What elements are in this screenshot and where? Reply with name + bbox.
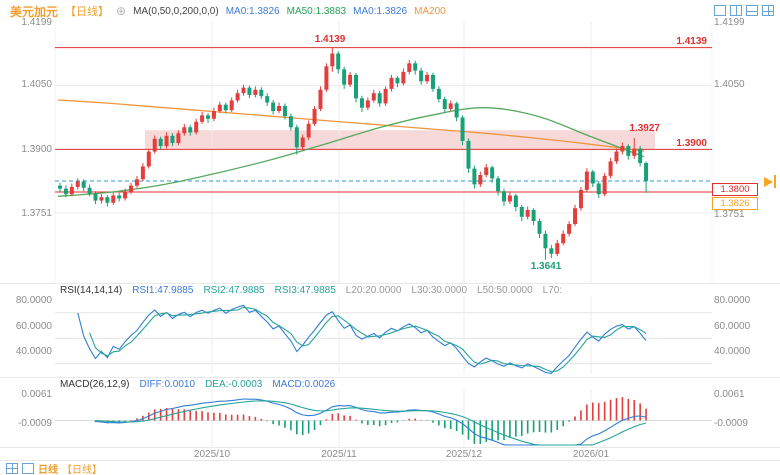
low-price-annotation: 1.3641 xyxy=(530,261,562,272)
panel-separator xyxy=(0,460,780,461)
macd-dea-value: DEA:-0.0003 xyxy=(205,379,263,390)
period-tab-label[interactable]: 日线 xyxy=(38,464,58,475)
layout-split-horizontal-icon[interactable] xyxy=(746,5,758,16)
rsi2-value: RSI2:47.9885 xyxy=(203,285,265,296)
layout-single-icon[interactable] xyxy=(714,5,726,16)
date-axis: 2025/10 2025/11 2025/12 2026/01 xyxy=(0,449,780,461)
bottom-tab-bar: 日线 【日线】 xyxy=(0,461,780,475)
peak-price-annotation: 1.4139 xyxy=(314,34,346,45)
add-indicator-icon[interactable]: ⊕ xyxy=(116,4,127,18)
macd-axis-label-right: 0.0061 xyxy=(714,389,745,400)
ma200-label: MA200 xyxy=(414,5,446,17)
rsi-axis-label-left: 40.0000 xyxy=(15,346,52,357)
layout-single-icon[interactable] xyxy=(22,462,34,474)
support-price-tag: 1.3800 xyxy=(712,183,758,196)
candlestick-chart[interactable] xyxy=(0,22,780,283)
macd-axis-label-left: -0.0009 xyxy=(18,418,52,429)
rsi-chart[interactable] xyxy=(0,296,780,374)
date-label: 2025/10 xyxy=(193,449,231,460)
macd-chart[interactable] xyxy=(0,390,780,447)
rsi-header: RSI(14,14,14) RSI1:47.9885 RSI2:47.9885 … xyxy=(60,285,562,296)
panel-separator xyxy=(0,283,780,284)
panel-separator xyxy=(0,377,780,378)
price-axis-label-right: 1.4199 xyxy=(714,17,745,28)
price-axis-label-right: 1.4050 xyxy=(714,79,745,90)
panel-separator xyxy=(0,447,780,448)
ma0-value-2: MA0:1.3826 xyxy=(353,5,408,17)
rsi-title[interactable]: RSI(14,14,14) xyxy=(60,285,123,296)
price-axis-label-right: 1.3751 xyxy=(714,209,745,220)
macd-title[interactable]: MACD(26,12,9) xyxy=(60,379,130,390)
date-label: 2026/01 xyxy=(572,449,610,460)
price-axis-label-left: 1.3751 xyxy=(21,208,52,219)
macd-diff-value: DIFF:0.0010 xyxy=(139,379,196,390)
layout-toolbar xyxy=(714,5,774,16)
rsi-axis-label-left: 80.0000 xyxy=(15,295,52,306)
rsi-axis-label-right: 40.0000 xyxy=(714,346,751,357)
price-axis-label-left: 1.3900 xyxy=(21,144,52,155)
rsi-l50: L50:50.0000 xyxy=(477,285,533,296)
rsi-l20: L20:20.0000 xyxy=(345,285,402,296)
rsi-axis-label-left: 60.0000 xyxy=(15,321,52,332)
recent-high-annotation: 1.3927 xyxy=(629,123,660,134)
rsi-axis-label-right: 80.0000 xyxy=(714,295,751,306)
price-axis-label-left: 1.4199 xyxy=(21,17,52,28)
date-label: 2025/12 xyxy=(445,449,483,460)
macd-hist-value: MACD:0.0026 xyxy=(272,379,336,390)
chart-header: 美元加元 【日线】 ⊕ MA(0,50,0,200,0,0) MA0:1.382… xyxy=(0,0,780,22)
ma0-value: MA0:1.3826 xyxy=(225,5,280,17)
ma-settings-label[interactable]: MA(0,50,0,200,0,0) xyxy=(133,5,219,17)
price-axis-label-left: 1.4050 xyxy=(21,79,52,90)
rsi-axis-label-right: 60.0000 xyxy=(714,321,751,332)
go-to-latest-icon[interactable] xyxy=(764,177,773,187)
macd-axis-label-left: 0.0061 xyxy=(21,389,52,400)
layout-grid-icon[interactable] xyxy=(762,5,774,16)
layout-split-vertical-icon[interactable] xyxy=(730,5,742,16)
rsi-l70: L70: xyxy=(542,285,563,296)
rsi3-value: RSI3:47.9885 xyxy=(274,285,336,296)
rsi1-value: RSI1:47.9885 xyxy=(132,285,194,296)
period-tag[interactable]: 【日线】 xyxy=(65,6,110,18)
rsi-l30: L30:30.0000 xyxy=(411,285,468,296)
go-to-latest-bar xyxy=(774,175,776,188)
macd-header: MACD(26,12,9) DIFF:0.0010 DEA:-0.0003 MA… xyxy=(60,379,335,390)
layout-grid-icon[interactable] xyxy=(6,462,18,474)
macd-axis-label-right: -0.0009 xyxy=(714,418,748,429)
resistance-line-label-2: 1.3900 xyxy=(676,138,707,149)
current-price-tag: 1.3826 xyxy=(712,197,758,210)
ma50-value: MA50:1.3883 xyxy=(286,5,347,17)
symbol-name[interactable]: 美元加元 xyxy=(10,4,59,19)
resistance-line-label: 1.4139 xyxy=(676,36,707,47)
period-tab-tag[interactable]: 【日线】 xyxy=(62,464,102,475)
date-label: 2025/11 xyxy=(321,449,357,460)
